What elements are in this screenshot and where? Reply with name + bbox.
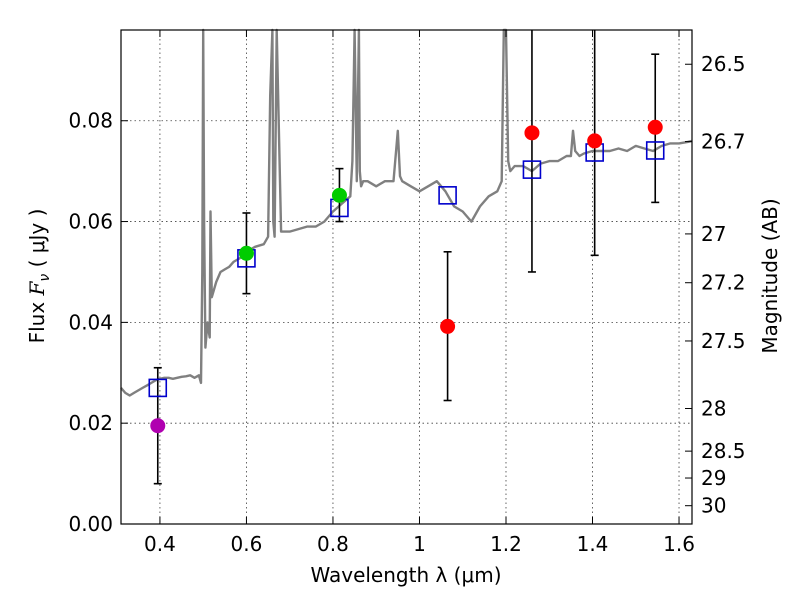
y-tick-label-1: 0.02 [68, 411, 113, 435]
x-axis-ticks: 0.4 0.6 0.8 1 1.2 1.4 1.6 [144, 30, 695, 556]
model-spectrum [120, 28, 693, 397]
y2-axis-label: Magnitude (AB) [758, 198, 782, 353]
y2-tick-label-8: 30 [701, 494, 726, 518]
y-axis-label-subscript: ν [37, 274, 53, 282]
y-tick-label-0: 0.00 [68, 512, 113, 536]
model-square-3 [438, 186, 457, 205]
y-tick-label-2: 0.04 [68, 310, 113, 334]
model-square-4 [522, 160, 542, 179]
observed-point-1 [238, 245, 254, 261]
y-axis-label: Flux Fν ( μJy ) [25, 209, 53, 344]
y2-tick-label-7: 29 [701, 466, 726, 490]
observed-point-4 [524, 125, 540, 141]
y2-tick-label-4: 27.5 [701, 329, 746, 353]
y-tick-label-4: 0.08 [68, 109, 113, 133]
error-bars [153, 30, 660, 485]
y2-tick-label-1: 26.7 [701, 130, 746, 154]
observed-points [150, 119, 663, 434]
observed-point-5 [587, 133, 603, 149]
x-tick-label-4: 1.2 [490, 532, 522, 556]
y-axis-label-symbol: F [25, 280, 49, 296]
y-axis-label-unit: ( μJy ) [25, 209, 49, 274]
x-tick-label-5: 1.4 [577, 532, 609, 556]
grid-layer [121, 30, 692, 525]
x-tick-label-3: 1 [413, 532, 426, 556]
y-tick-label-3: 0.06 [68, 210, 113, 234]
x-tick-label-1: 0.6 [231, 532, 263, 556]
y-axis-ticks: 0.00 0.02 0.04 0.06 0.08 [68, 109, 128, 536]
y2-axis-ticks: 26.5 26.7 27 27.2 27.5 28 28.5 29 30 [685, 52, 746, 518]
y2-tick-label-0: 26.5 [701, 52, 746, 76]
model-square-6 [645, 141, 665, 160]
observed-point-0 [150, 418, 166, 434]
observed-point-2 [331, 187, 347, 203]
model-spectrum-line [120, 28, 693, 397]
x-tick-label-6: 1.6 [663, 532, 695, 556]
y2-tick-label-3: 27.2 [701, 271, 746, 295]
x-tick-label-2: 0.8 [317, 532, 349, 556]
y-axis-label-prefix: Flux [25, 295, 49, 343]
model-square-0 [148, 378, 168, 398]
y2-tick-label-6: 28.5 [701, 439, 746, 463]
observed-point-3 [440, 318, 456, 334]
plot-frame [120, 29, 693, 525]
y2-tick-label-2: 27 [701, 222, 726, 246]
x-axis-label: Wavelength λ (μm) [310, 563, 501, 587]
x-tick-label-0: 0.4 [144, 532, 176, 556]
observed-point-6 [647, 119, 663, 135]
y2-tick-label-5: 28 [701, 397, 726, 421]
